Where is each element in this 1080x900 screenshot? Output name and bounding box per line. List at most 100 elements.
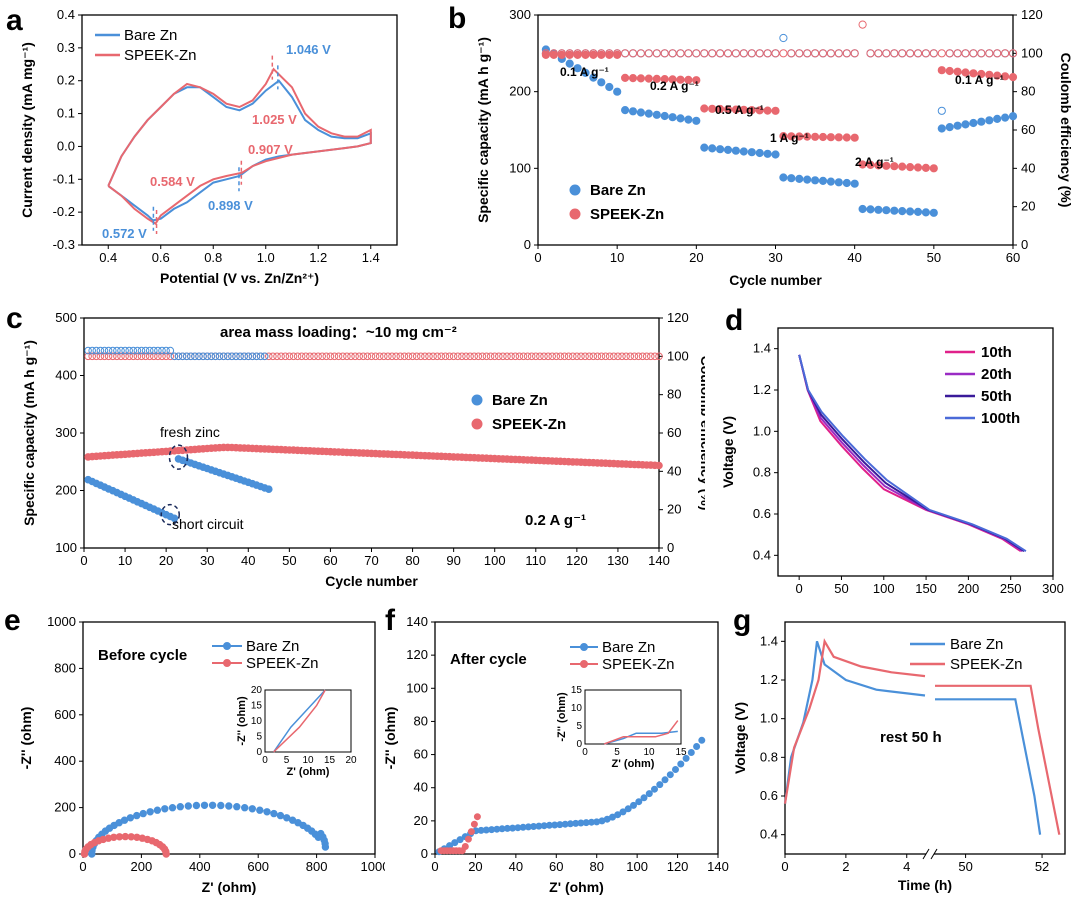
- capacity-point: [961, 68, 970, 77]
- legend-label: Bare Zn: [602, 639, 655, 656]
- x-tick-label: 130: [607, 553, 629, 568]
- x-tick-label: 0.8: [204, 250, 222, 265]
- ce-point: [211, 352, 220, 361]
- capacity-point: [581, 50, 590, 60]
- capacity-point: [818, 132, 828, 142]
- capacity-point: [644, 109, 653, 118]
- ce-point: [96, 346, 105, 355]
- peak-annotation: 0.572 V: [102, 226, 147, 241]
- capacity-point: [684, 75, 693, 85]
- chart-title: After cycle: [450, 651, 527, 668]
- y-tick-label: 0.4: [57, 7, 75, 22]
- capacity-point: [858, 160, 867, 169]
- inset-x-label: Z' (ohm): [612, 758, 655, 770]
- inset-x-label: Z' (ohm): [287, 766, 330, 778]
- ce-point: [511, 352, 520, 361]
- capacity-point: [597, 78, 606, 87]
- x-tick-label: 50: [927, 250, 941, 265]
- ce-point: [569, 352, 577, 361]
- nyquist-point-bare-zn: [651, 785, 658, 793]
- nyquist-point-bare-zn: [176, 803, 185, 811]
- ce-point: [560, 352, 569, 361]
- ce-point: [178, 352, 187, 361]
- ce-point: [644, 49, 653, 58]
- ce-point: [755, 49, 764, 58]
- ce-point: [273, 352, 281, 361]
- ce-point: [371, 352, 380, 361]
- capacity-point: [929, 208, 938, 217]
- y-tick-label: 200: [54, 800, 76, 815]
- ce-point: [363, 352, 372, 361]
- voltage-curve: [798, 354, 1025, 553]
- ce-point: [117, 346, 125, 355]
- y-tick-label: 0.6: [760, 788, 778, 803]
- annotation-rest: rest 50 h: [880, 729, 942, 746]
- x-tick-label: 150: [915, 581, 937, 596]
- ce-point: [322, 352, 331, 361]
- capacity-point: [953, 121, 962, 130]
- capacity-point: [676, 114, 685, 123]
- inset-y-label: -Z'' (ohm): [236, 696, 248, 746]
- ce-point: [771, 49, 780, 58]
- y-tick-label: 1.2: [760, 672, 778, 687]
- capacity-point: [945, 123, 954, 132]
- x-tick-label: 1.0: [257, 250, 275, 265]
- ce-point: [585, 352, 594, 361]
- peak-annotation: 1.025 V: [252, 112, 297, 127]
- nyquist-point-bare-zn: [624, 805, 632, 813]
- ce-point: [787, 49, 796, 58]
- inset-y-tick: 10: [251, 716, 263, 727]
- legend-label: SPEEK-Zn: [124, 47, 197, 64]
- ce-point: [117, 352, 125, 361]
- capacity-point: [589, 50, 598, 60]
- ce-point: [141, 352, 150, 361]
- capacity-point: [636, 108, 645, 117]
- capacity-point: [826, 133, 835, 142]
- y-tick-label: 1.4: [753, 341, 771, 356]
- capacity-point: [700, 104, 709, 113]
- ce-point: [367, 352, 376, 361]
- ce-point: [515, 352, 524, 361]
- inset-y-tick: 5: [256, 732, 262, 743]
- ce-point: [92, 352, 101, 361]
- ce-point: [700, 49, 709, 58]
- voltage-curve: [798, 354, 1027, 553]
- x-tick-label: 600: [247, 859, 269, 874]
- ce-point: [577, 352, 585, 361]
- ce-point: [622, 352, 630, 361]
- capacity-point: [755, 148, 764, 158]
- x-tick-label: 300: [1042, 581, 1064, 596]
- legend-label: SPEEK-Zn: [492, 416, 566, 433]
- x-axis-label: Z' (ohm): [202, 879, 257, 895]
- y-tick-label: 0.0: [57, 138, 75, 153]
- ce-point: [858, 20, 867, 29]
- ce-point: [449, 352, 458, 361]
- peak-annotation: 0.898 V: [208, 198, 253, 213]
- y-tick-label: -0.2: [53, 204, 75, 219]
- panel-label-d: d: [725, 304, 743, 337]
- ce-point: [593, 352, 602, 361]
- ce-point: [610, 352, 618, 361]
- rate-label: 0.1 A g⁻¹: [560, 65, 609, 79]
- ce-point: [347, 352, 355, 361]
- ce-point: [826, 49, 835, 58]
- x-tick-label: 140: [648, 553, 670, 568]
- ce-point: [281, 352, 290, 361]
- nyquist-point-bare-zn: [146, 808, 154, 816]
- y2-tick-label: 60: [667, 425, 681, 440]
- legend-label: SPEEK-Zn: [246, 655, 319, 672]
- ce-point: [536, 352, 544, 361]
- ce-point: [137, 346, 146, 355]
- nyquist-point-speek-zn: [464, 835, 472, 843]
- capacity-point: [1001, 72, 1010, 81]
- nyquist-point-bare-zn: [635, 798, 643, 806]
- capacity-point: [803, 175, 812, 184]
- cv-curve-speek-zn: [107, 67, 372, 225]
- y-tick-label: 120: [406, 647, 428, 662]
- ce-point: [882, 49, 891, 58]
- x-tick-label: 30: [200, 553, 214, 568]
- inset-curve-speek-zn: [603, 720, 679, 745]
- ce-point: [564, 352, 573, 361]
- ce-point: [195, 352, 203, 361]
